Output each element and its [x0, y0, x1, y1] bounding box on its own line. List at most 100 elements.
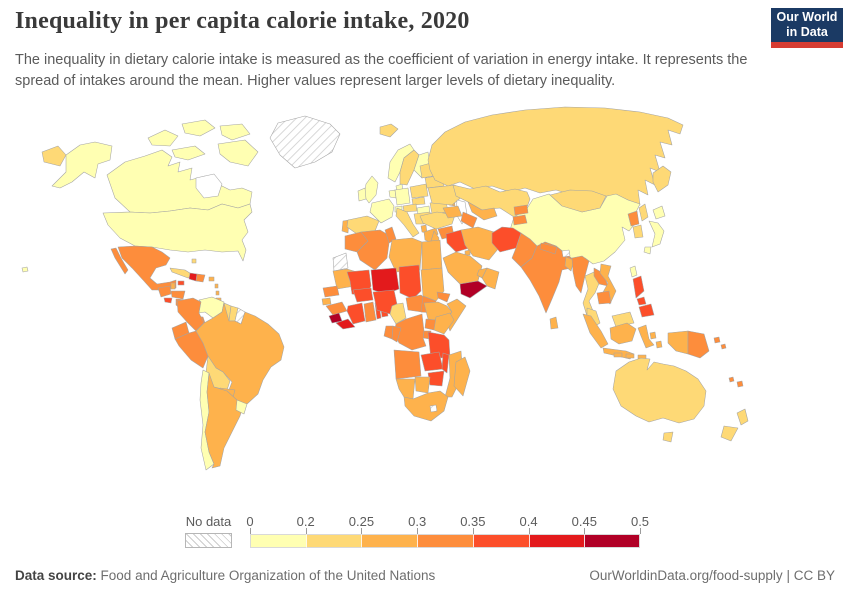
country-myanmar[interactable] — [571, 255, 590, 294]
country-guinea-bissau[interactable] — [321, 297, 332, 306]
country-germany[interactable] — [394, 187, 411, 206]
country-yemen[interactable] — [459, 280, 488, 299]
country-zambia[interactable] — [420, 351, 444, 372]
country-kenya[interactable] — [433, 312, 455, 335]
legend-bin-0.2-0.25[interactable] — [305, 534, 362, 548]
country-philippines[interactable] — [636, 296, 647, 306]
country-dominican-republic[interactable] — [195, 273, 206, 283]
country-united-states[interactable] — [51, 141, 113, 189]
country-poland[interactable] — [409, 183, 429, 199]
country-canada[interactable] — [171, 145, 206, 161]
country-ireland[interactable] — [357, 187, 367, 202]
country-western-sahara[interactable] — [332, 252, 349, 272]
country-indonesia[interactable] — [582, 313, 609, 349]
country-cameroon[interactable] — [389, 302, 407, 325]
country-el-salvador[interactable] — [163, 297, 173, 304]
country-north-korea[interactable] — [627, 210, 640, 227]
country-canada[interactable] — [217, 139, 259, 167]
country-new-zealand[interactable] — [720, 425, 739, 442]
country-eritrea[interactable] — [436, 291, 451, 303]
country-belize[interactable] — [170, 282, 176, 290]
legend-bin-0.3-0.35[interactable] — [417, 534, 473, 548]
country-guatemala[interactable] — [157, 285, 172, 298]
legend-bin-0-0.2[interactable] — [250, 534, 306, 548]
country-caucasus[interactable] — [442, 205, 463, 219]
country-libya[interactable] — [388, 237, 423, 273]
country-bangladesh[interactable] — [564, 256, 575, 272]
country-indonesia[interactable] — [625, 353, 635, 359]
country-malaysia[interactable] — [611, 311, 635, 328]
country-niger[interactable] — [370, 267, 400, 295]
country-russia[interactable] — [652, 165, 672, 193]
country-lesser-antilles[interactable] — [215, 290, 220, 296]
country-mongolia[interactable] — [549, 189, 607, 213]
country-portugal[interactable] — [341, 219, 350, 234]
country-solomon-islands[interactable] — [713, 336, 721, 344]
country-sri-lanka[interactable] — [549, 316, 559, 330]
country-indonesia[interactable] — [613, 352, 623, 358]
country-new-zealand[interactable] — [736, 408, 749, 426]
country-south-africa[interactable] — [403, 390, 449, 422]
country-russia[interactable] — [427, 106, 684, 206]
country-canada[interactable] — [219, 123, 251, 141]
country-uzbekistan[interactable] — [467, 201, 498, 221]
country-solomon-islands[interactable] — [720, 343, 727, 350]
country-turkey[interactable] — [419, 211, 456, 230]
country-france[interactable] — [369, 198, 395, 224]
country-italy[interactable] — [395, 207, 420, 238]
country-namibia[interactable] — [395, 378, 416, 400]
country-papua-new-guinea[interactable] — [687, 330, 710, 359]
country-south-korea[interactable] — [632, 224, 644, 239]
country-malawi[interactable] — [441, 352, 450, 374]
country-indonesia[interactable] — [637, 324, 655, 349]
country-cambodia[interactable] — [596, 290, 612, 305]
country-united-states[interactable] — [21, 266, 29, 273]
country-haiti[interactable] — [188, 272, 198, 282]
country-mexico[interactable] — [110, 247, 129, 275]
country-lesser-antilles[interactable] — [214, 283, 219, 289]
legend-bin-0.4-0.45[interactable] — [528, 534, 585, 548]
country-chad[interactable] — [398, 264, 422, 300]
country-russia[interactable] — [638, 203, 649, 222]
country-philippines[interactable] — [632, 275, 645, 299]
country-cote-divoire[interactable] — [346, 302, 366, 325]
country-greenland[interactable] — [269, 115, 341, 169]
country-japan[interactable] — [643, 246, 652, 255]
no-data-swatch[interactable] — [185, 533, 232, 548]
country-jamaica[interactable] — [177, 280, 185, 286]
country-czechia[interactable] — [411, 196, 426, 206]
legend-bin-0.45-0.5[interactable] — [584, 534, 640, 548]
country-tajikistan[interactable] — [512, 214, 528, 226]
country-indonesia[interactable] — [655, 340, 663, 349]
country-indonesia[interactable] — [609, 322, 637, 345]
country-liberia[interactable] — [335, 318, 356, 330]
country-ghana[interactable] — [363, 301, 377, 323]
country-canada[interactable] — [181, 119, 216, 137]
owid-logo[interactable]: Our World in Data — [771, 8, 843, 48]
country-taiwan[interactable] — [629, 265, 638, 278]
country-austria[interactable] — [402, 203, 418, 213]
country-lesotho[interactable] — [429, 404, 438, 413]
country-australia[interactable] — [662, 431, 674, 443]
country-indonesia[interactable] — [649, 331, 657, 340]
country-madagascar[interactable] — [453, 356, 471, 397]
country-uruguay[interactable] — [235, 399, 248, 415]
country-congo[interactable] — [391, 325, 402, 343]
country-angola[interactable] — [393, 349, 422, 380]
country-bahamas[interactable] — [191, 258, 197, 264]
country-bhutan[interactable] — [561, 249, 571, 258]
country-japan[interactable] — [652, 205, 666, 220]
country-canada[interactable] — [147, 129, 179, 147]
country-puerto-rico[interactable] — [208, 276, 215, 282]
country-gabon[interactable] — [383, 325, 394, 340]
legend-bin-0.35-0.4[interactable] — [472, 534, 529, 548]
country-nepal[interactable] — [539, 242, 558, 255]
owid-url-link[interactable]: OurWorldinData.org/food-supply — [589, 568, 783, 583]
country-burkina-faso[interactable] — [352, 287, 374, 303]
country-fiji[interactable] — [736, 380, 744, 388]
country-russia[interactable] — [41, 145, 67, 167]
country-australia[interactable] — [612, 357, 707, 424]
country-kuwait[interactable] — [464, 249, 471, 256]
country-uae[interactable] — [476, 267, 488, 279]
country-iceland[interactable] — [379, 123, 399, 138]
